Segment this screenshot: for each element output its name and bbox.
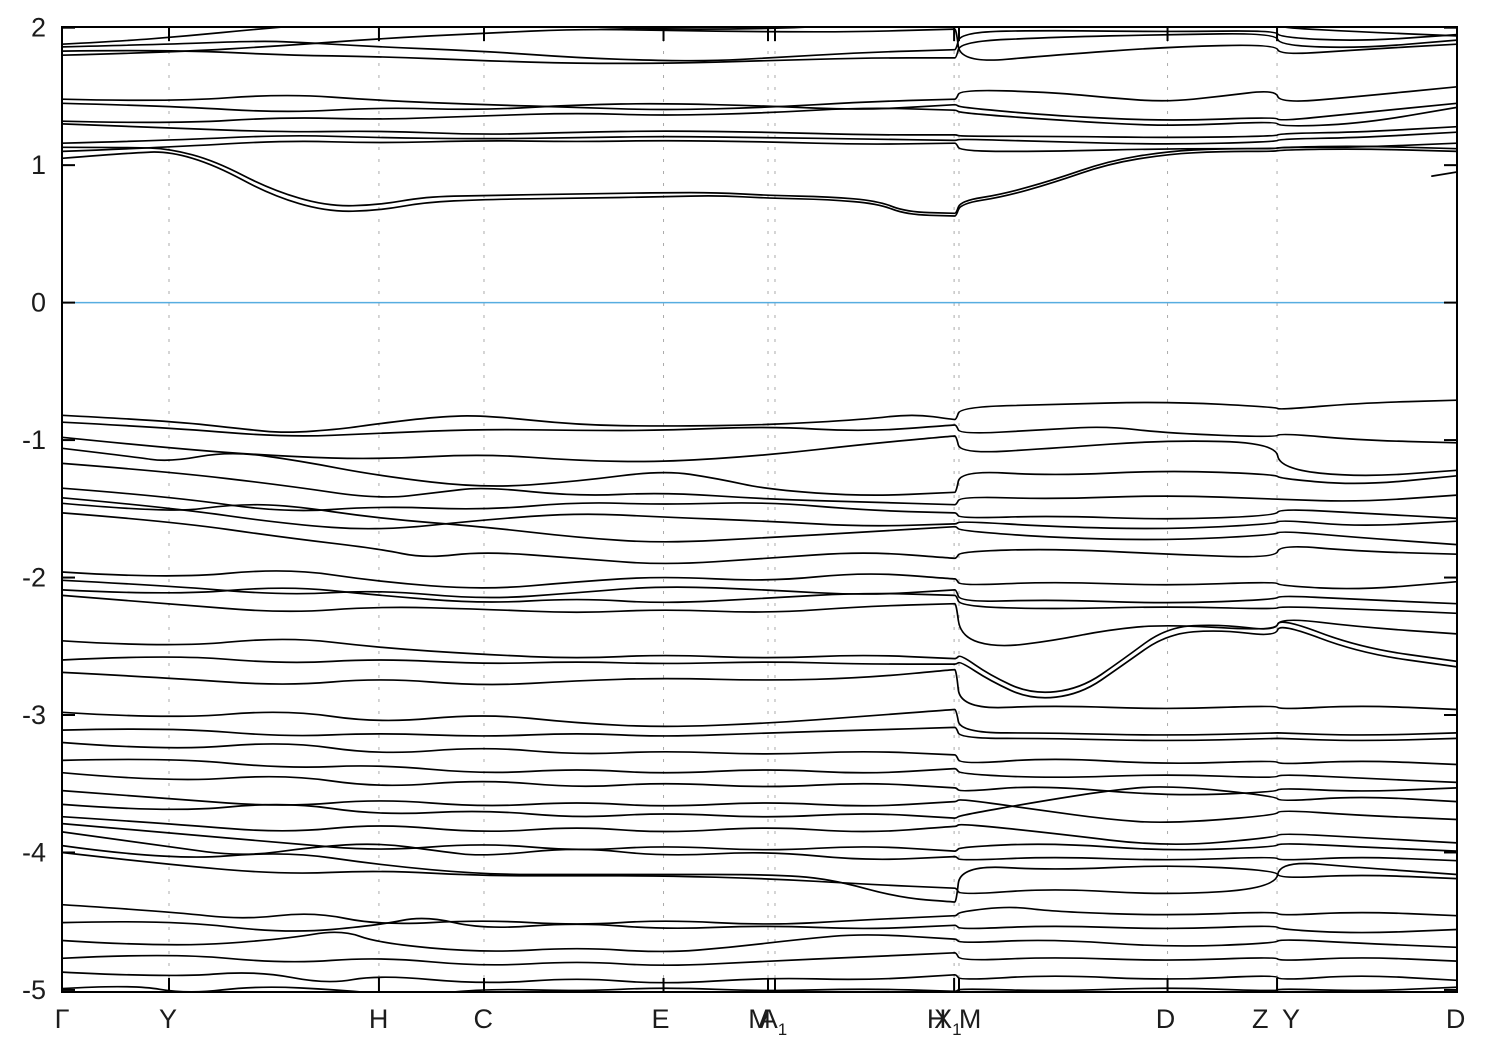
kpoint-label: Y bbox=[1282, 1004, 1300, 1034]
energy-band bbox=[62, 831, 1457, 862]
energy-band bbox=[62, 421, 1457, 444]
energy-band bbox=[62, 435, 1457, 477]
energy-band bbox=[62, 487, 1457, 520]
energy-band bbox=[62, 32, 1457, 65]
plot-frame bbox=[61, 26, 1458, 993]
kpoint-label-subscript: 1 bbox=[778, 1020, 787, 1039]
energy-band bbox=[62, 851, 1457, 895]
energy-band bbox=[62, 145, 1457, 215]
energy-band bbox=[62, 399, 1457, 433]
kpoint-label: D bbox=[1446, 1004, 1466, 1034]
energy-band bbox=[62, 917, 1457, 934]
energy-band bbox=[62, 985, 1457, 992]
energy-band bbox=[62, 502, 1457, 546]
energy-band bbox=[62, 822, 1457, 852]
y-tick-label: 1 bbox=[31, 150, 46, 180]
kpoint-label: Z bbox=[1252, 1004, 1269, 1034]
energy-band bbox=[62, 971, 1457, 984]
energy-band bbox=[62, 815, 1457, 845]
energy-band bbox=[1431, 171, 1457, 177]
y-tick-label: -1 bbox=[22, 425, 46, 455]
kpoint-label: H bbox=[927, 1004, 947, 1034]
energy-band bbox=[62, 29, 1457, 62]
kpoint-label: M bbox=[748, 1004, 771, 1034]
energy-band bbox=[62, 621, 1457, 694]
energy-band bbox=[62, 726, 1457, 742]
energy-band bbox=[62, 951, 1457, 967]
energy-band bbox=[62, 741, 1457, 766]
energy-band bbox=[62, 587, 1457, 615]
kpoint-label: C bbox=[474, 1004, 494, 1034]
bands-layer bbox=[62, 27, 1457, 992]
energy-band bbox=[62, 28, 1457, 61]
energy-band bbox=[62, 668, 1457, 711]
energy-band bbox=[62, 106, 1457, 127]
kpoint-label: Y bbox=[159, 1004, 177, 1034]
energy-band bbox=[62, 594, 1457, 647]
y-tick-label: -3 bbox=[22, 700, 46, 730]
energy-band bbox=[62, 85, 1457, 111]
y-axis-labels: 2 1 0 -1 -2 -3 -4 -5 bbox=[22, 13, 46, 1005]
y-tick-label: 0 bbox=[31, 288, 46, 318]
energy-band bbox=[62, 462, 1457, 506]
energy-band bbox=[62, 931, 1457, 953]
energy-band bbox=[62, 758, 1457, 784]
energy-band bbox=[62, 447, 1457, 496]
kpoint-label: M bbox=[959, 1004, 982, 1034]
energy-band bbox=[62, 496, 1457, 530]
kpoint-label-subscript: 1 bbox=[952, 1020, 961, 1039]
energy-band bbox=[62, 708, 1457, 736]
energy-band bbox=[62, 786, 1457, 819]
energy-band bbox=[62, 512, 1457, 565]
energy-band bbox=[62, 844, 1457, 903]
energy-band bbox=[62, 570, 1457, 590]
energy-band bbox=[62, 626, 1457, 699]
energy-band bbox=[62, 123, 1457, 139]
kpoint-label: D bbox=[1156, 1004, 1176, 1034]
y-tick-label: -2 bbox=[22, 563, 46, 593]
energy-band bbox=[62, 131, 1457, 145]
y-tick-label: -5 bbox=[22, 975, 46, 1005]
y-tick-label: 2 bbox=[31, 13, 46, 43]
energy-band bbox=[62, 903, 1457, 925]
kpoint-label: E bbox=[651, 1004, 669, 1034]
kpoint-label: Γ bbox=[55, 1004, 70, 1034]
energy-band bbox=[62, 148, 1457, 217]
kpoint-label: H bbox=[369, 1004, 389, 1034]
y-tick-label: -4 bbox=[22, 837, 46, 867]
energy-band bbox=[62, 789, 1457, 824]
energy-band bbox=[62, 771, 1457, 796]
axis-ticks bbox=[61, 26, 1458, 992]
